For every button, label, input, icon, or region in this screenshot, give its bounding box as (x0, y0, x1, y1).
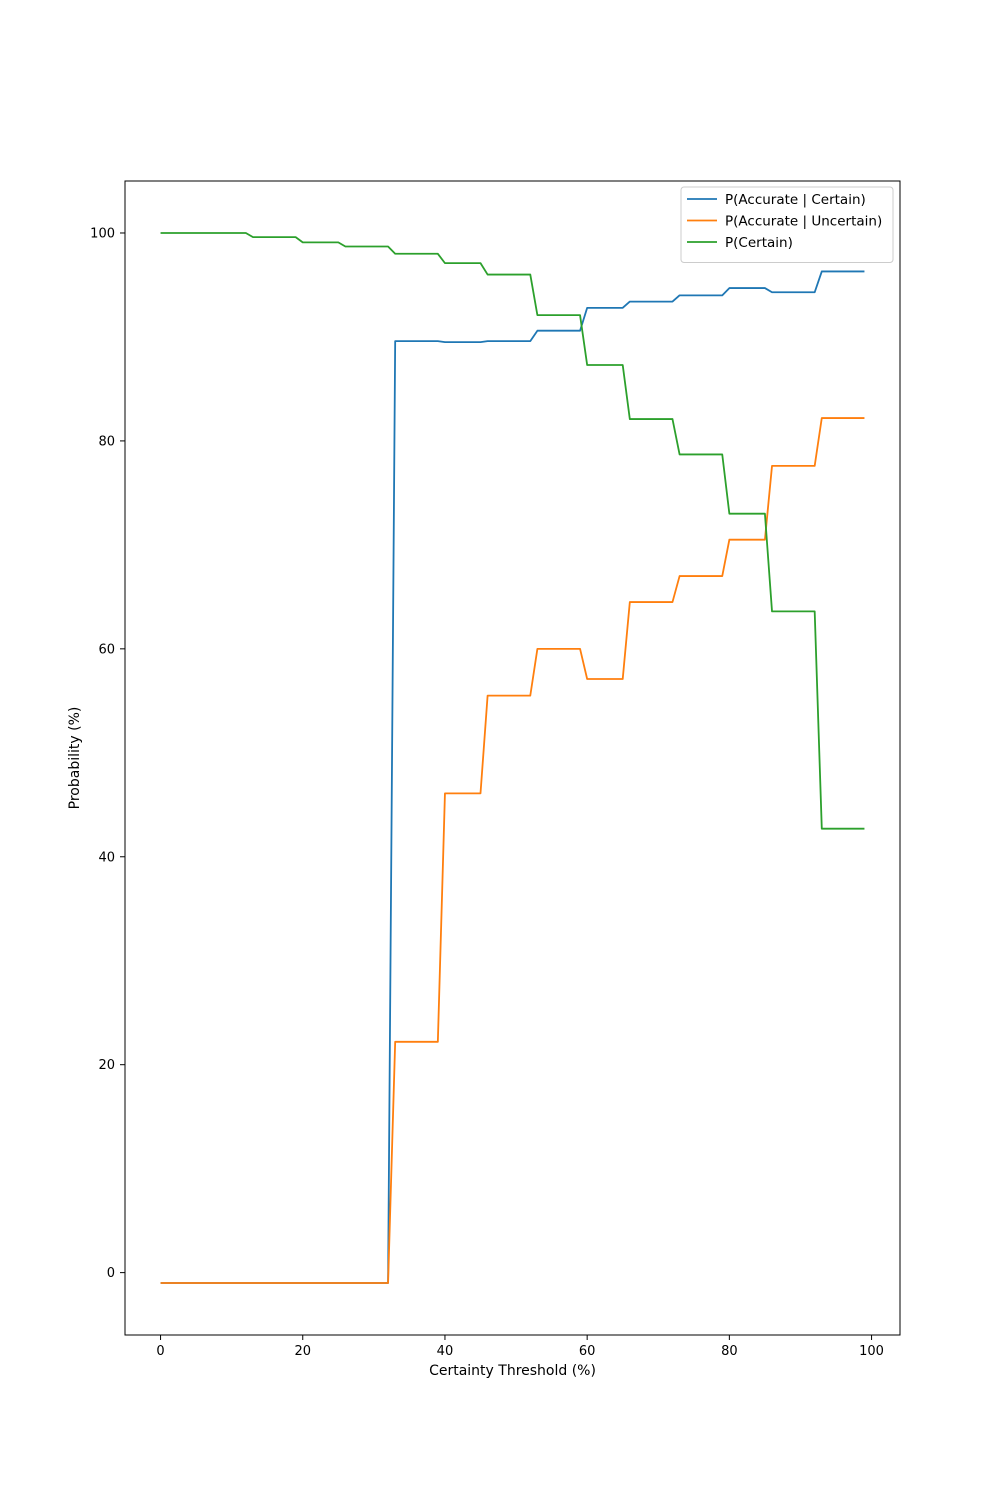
plot-frame (124, 180, 901, 1336)
x-axis: 0 20 40 60 80 100 (156, 1335, 884, 1359)
y-axis: 0 20 40 60 80 100 (90, 226, 125, 1281)
series-line-2 (160, 417, 865, 1284)
x-tick-label: 60 (579, 1344, 596, 1359)
y-axis-label: Probability (%) (67, 707, 83, 810)
y-tick-label: 0 (107, 1266, 115, 1281)
series-line-3 (160, 232, 865, 830)
x-tick-label: 40 (437, 1344, 454, 1359)
x-axis-label: Certainty Threshold (%) (429, 1363, 596, 1379)
legend-label-1: P(Accurate | Certain) (725, 192, 866, 208)
y-tick-label: 80 (98, 434, 115, 449)
y-tick-label: 20 (98, 1058, 115, 1073)
y-tick-label: 60 (98, 642, 115, 657)
legend-box (680, 186, 894, 263)
legend: P(Accurate | Certain) P(Accurate | Uncert… (680, 186, 894, 263)
series-line-1 (160, 270, 865, 1284)
legend-label-3: P(Certain) (725, 235, 793, 251)
y-tick-label: 40 (98, 850, 115, 865)
y-tick-label: 100 (90, 226, 115, 241)
x-tick-label: 80 (721, 1344, 738, 1359)
x-tick-label: 0 (156, 1344, 164, 1359)
plot-area (160, 232, 865, 1284)
x-tick-label: 100 (859, 1344, 884, 1359)
legend-label-2: P(Accurate | Uncertain) (725, 214, 882, 230)
x-tick-label: 20 (294, 1344, 311, 1359)
